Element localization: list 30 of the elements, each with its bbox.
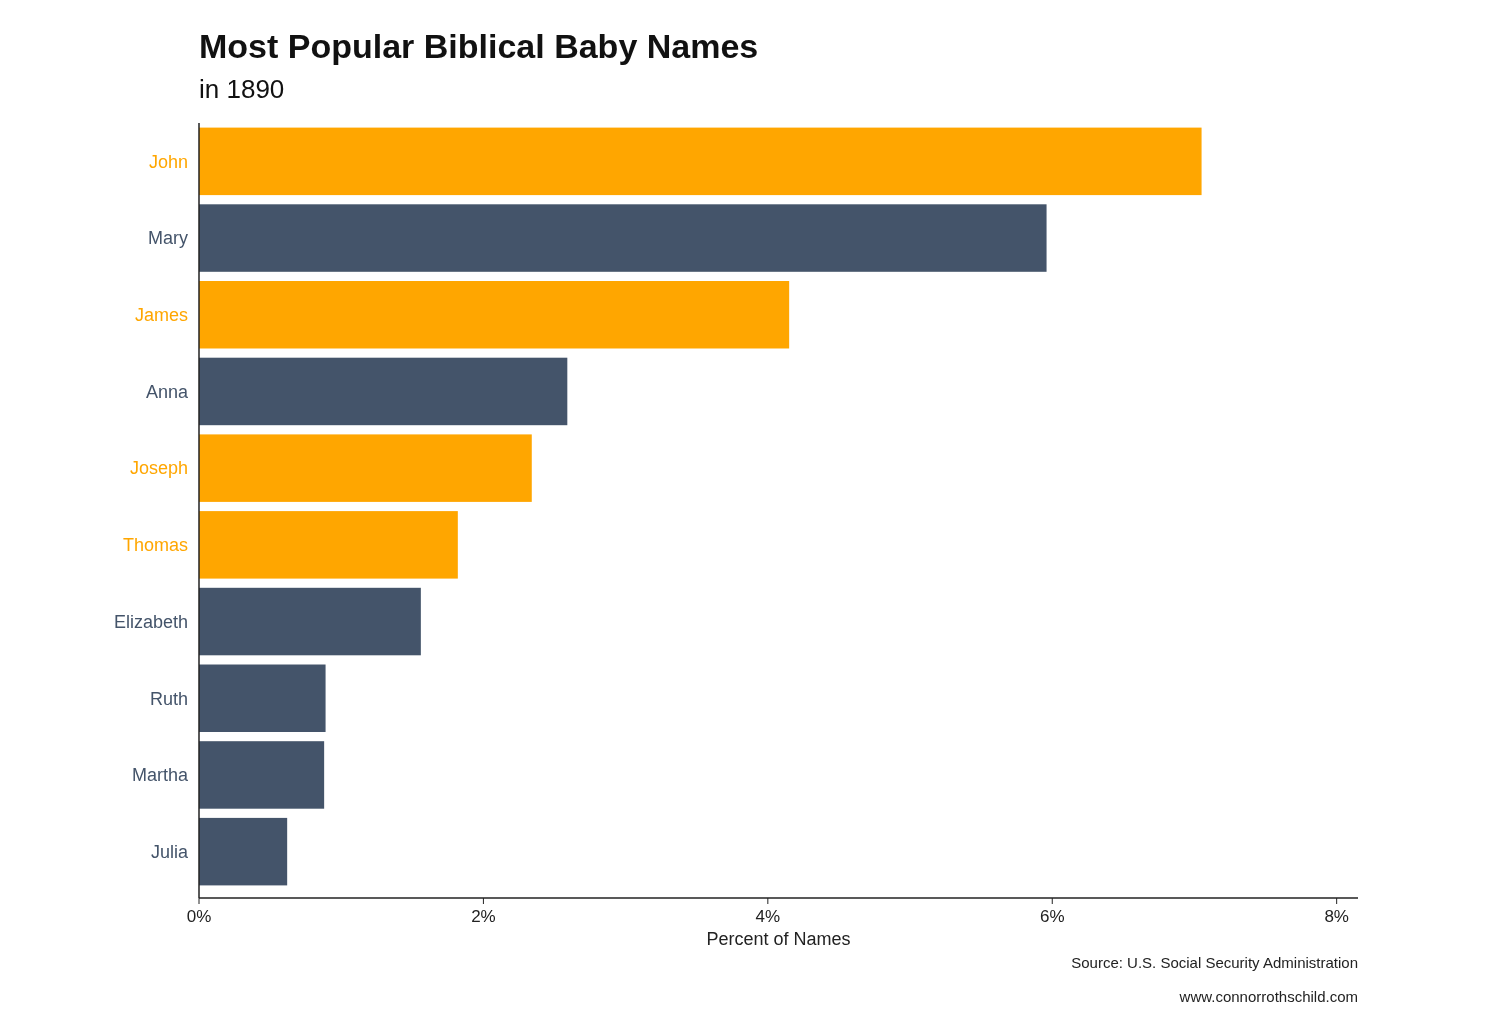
y-tick-label: James (134, 305, 188, 326)
y-tick-label: Elizabeth (113, 611, 188, 632)
y-tick-label: Mary (148, 228, 188, 249)
bar (199, 204, 1047, 272)
x-tick-label: 2% (471, 907, 496, 926)
y-tick-label: Julia (150, 841, 189, 862)
y-tick-label: Martha (131, 765, 189, 786)
bar (199, 434, 532, 502)
bar (199, 817, 288, 886)
source-note: Source: U.S. Social Security Administration (1071, 954, 1358, 971)
y-tick-label: Ruth (149, 688, 188, 709)
x-tick-label: 4% (755, 907, 781, 926)
bar (199, 741, 325, 809)
chart-title: Most Popular Biblical Baby Names (199, 27, 759, 65)
x-tick-label: 6% (1039, 907, 1065, 926)
bar (199, 587, 421, 656)
y-tick-label: John (148, 151, 188, 172)
x-axis-title: Percent of Names (706, 929, 851, 949)
chart-subtitle: in 1890 (199, 74, 285, 104)
y-tick-label: Joseph (129, 458, 188, 479)
bar (199, 664, 326, 732)
y-tick-label: Anna (145, 381, 189, 402)
text: www.connorrothschild.com (1178, 988, 1358, 1005)
x-tick-label: 0% (186, 907, 212, 926)
x-tick-label: 8% (1324, 907, 1349, 926)
bar (199, 281, 790, 349)
bar (199, 127, 1202, 196)
bar (199, 511, 458, 579)
bar (199, 357, 568, 426)
y-tick-label: Thomas (122, 535, 188, 556)
